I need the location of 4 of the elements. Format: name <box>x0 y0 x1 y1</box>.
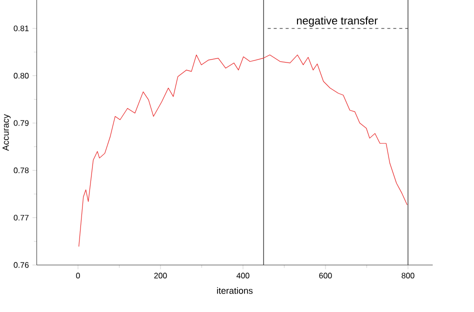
annotation: negative transfer <box>296 16 378 27</box>
line-series <box>78 54 408 247</box>
x-axis-title: iterations <box>217 287 253 294</box>
y-axis-title: Accuracy <box>2 114 11 151</box>
